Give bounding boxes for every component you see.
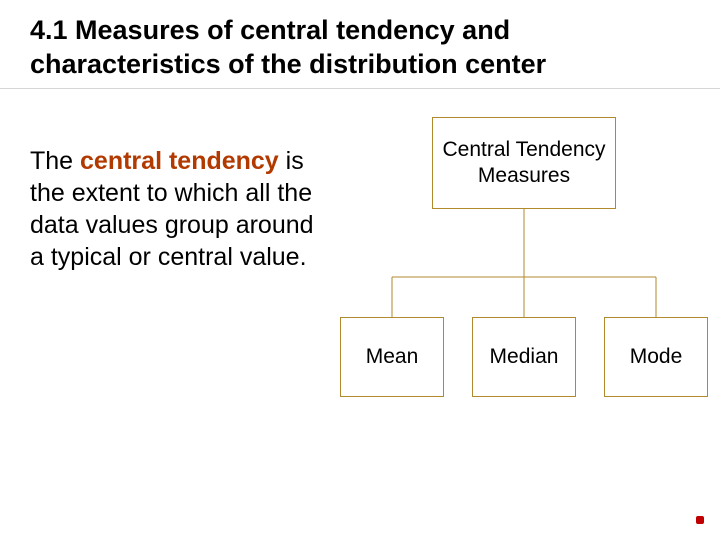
tree-node-root: Central Tendency Measures bbox=[432, 117, 616, 209]
tree-node-median: Median bbox=[472, 317, 576, 397]
body-prefix: The bbox=[30, 147, 80, 175]
accent-dot-icon bbox=[696, 516, 704, 524]
tree-node-mean: Mean bbox=[340, 317, 444, 397]
page-title: 4.1 Measures of central tendency and cha… bbox=[0, 0, 720, 89]
body-highlight: central tendency bbox=[80, 147, 279, 175]
body-paragraph: The central tendency is the extent to wh… bbox=[30, 145, 330, 273]
tree-node-mode: Mode bbox=[604, 317, 708, 397]
content-area: The central tendency is the extent to wh… bbox=[0, 89, 720, 499]
tree-diagram: Central Tendency Measures Mean Median Mode bbox=[340, 117, 708, 447]
